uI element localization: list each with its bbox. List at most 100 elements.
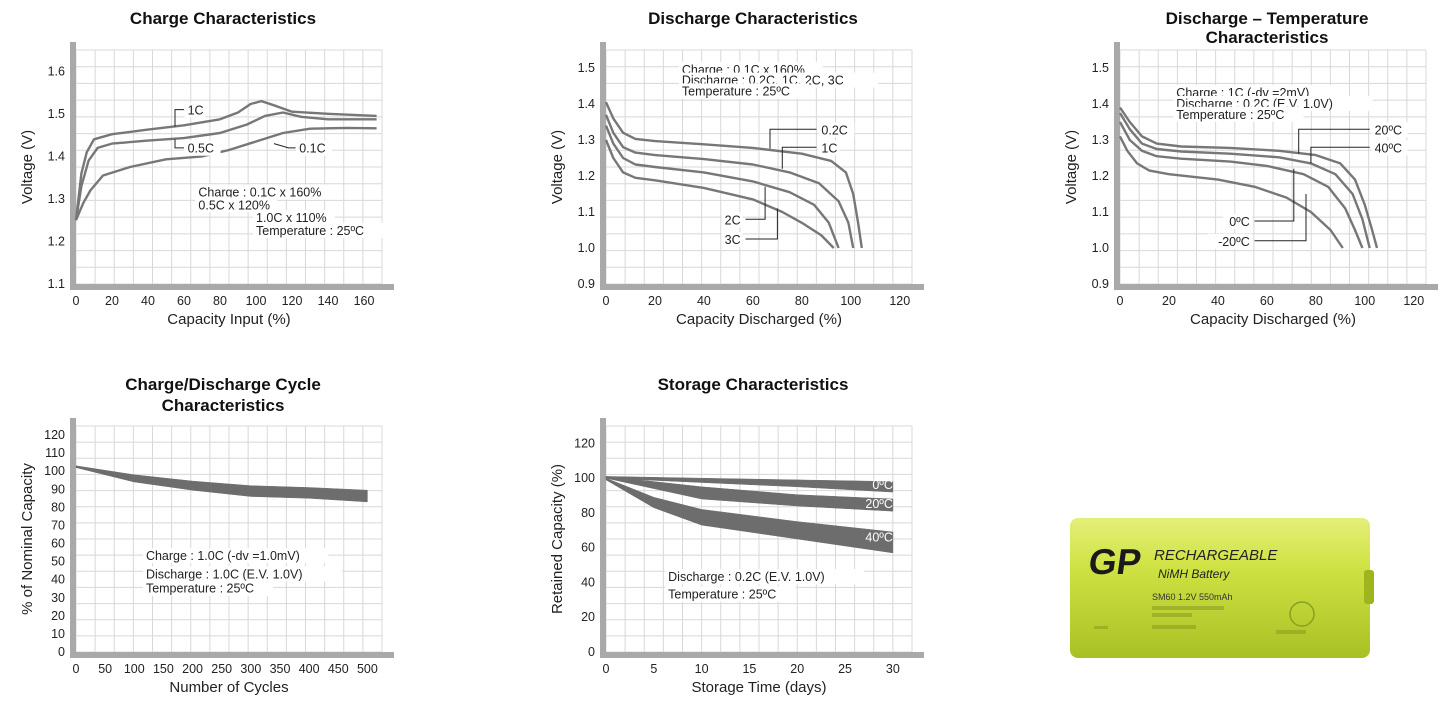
- note-background: [665, 569, 865, 585]
- x-tick-label: 10: [695, 662, 709, 676]
- x-tick-label: 50: [98, 662, 112, 676]
- note-background: [253, 210, 335, 226]
- battery-logo: GP: [1086, 541, 1144, 582]
- label-background: [818, 122, 855, 138]
- x-tick-label: 30: [886, 662, 900, 676]
- series-line: [74, 111, 377, 221]
- x-tick-label: 100: [840, 294, 861, 308]
- battery-product-image: GP RECHARGEABLE NiMH Battery SM60 1.2V 5…: [1070, 518, 1374, 658]
- curve-label: 0ºC: [872, 478, 893, 492]
- x-axis-label: Storage Time (days): [691, 679, 826, 696]
- chart-title: Discharge – Temperature: [1166, 9, 1369, 28]
- x-tick-label: 20: [648, 294, 662, 308]
- x-tick-label: 160: [354, 294, 375, 308]
- x-tick-label: 20: [790, 662, 804, 676]
- x-tick-label: 0: [603, 662, 610, 676]
- x-tick-label: 80: [1309, 294, 1323, 308]
- label-background: [296, 140, 333, 156]
- y-tick-label: 1.0: [1092, 241, 1109, 255]
- x-axis-label: Number of Cycles: [169, 679, 288, 696]
- x-axis-label: Capacity Discharged (%): [676, 311, 842, 328]
- curve-label: 0ºC: [1229, 215, 1250, 229]
- x-tick-label: 25: [838, 662, 852, 676]
- x-tick-label: 500: [357, 662, 378, 676]
- battery-fineprint: [1152, 625, 1196, 629]
- note-background: [142, 548, 329, 564]
- y-tick-label: 60: [51, 537, 65, 551]
- y-tick-label: 20: [581, 610, 595, 624]
- series-group: [605, 476, 894, 554]
- y-tick-label: 1.0: [578, 241, 595, 255]
- battery-recycle-mark: [1289, 601, 1315, 627]
- chart-note: Temperature : 25ºC: [682, 84, 790, 98]
- x-tick-label: 60: [177, 294, 191, 308]
- y-tick-label: 50: [51, 555, 65, 569]
- y-tick-label: 1.1: [1092, 205, 1109, 219]
- series-group: [1118, 106, 1379, 249]
- chart-note: 0.5C x 120%: [198, 198, 270, 212]
- x-tick-label: 350: [270, 662, 291, 676]
- y-tick-label: 10: [51, 627, 65, 641]
- x-tick-label: 40: [1211, 294, 1225, 308]
- x-tick-label: 100: [246, 294, 267, 308]
- series-group: [74, 99, 377, 221]
- series-line: [604, 101, 863, 249]
- x-axis-bar: [600, 652, 924, 658]
- chart-note: Discharge : 0.2C (E.V. 1.0V): [668, 570, 825, 584]
- x-tick-label: 20: [1162, 294, 1176, 308]
- x-tick-label: 120: [1403, 294, 1424, 308]
- y-tick-label: 1.2: [1092, 169, 1109, 183]
- x-axis-bar: [70, 652, 394, 658]
- note-background: [195, 184, 340, 200]
- label-leader-line: [174, 109, 184, 127]
- y-tick-label: 1.2: [578, 169, 595, 183]
- y-tick-label: 120: [44, 428, 65, 442]
- y-axis-bar: [1114, 42, 1120, 290]
- x-tick-label: 0: [73, 662, 80, 676]
- y-axis-label: % of Nominal Capacity: [19, 463, 36, 615]
- series-line: [1118, 135, 1344, 249]
- curve-label: 20ºC: [865, 497, 893, 511]
- x-tick-label: 60: [1260, 294, 1274, 308]
- label-leader-line: [745, 208, 778, 240]
- y-tick-label: 100: [574, 471, 595, 485]
- x-tick-label: 40: [141, 294, 155, 308]
- battery-brand-line1: RECHARGEABLE: [1154, 547, 1278, 564]
- x-axis-label: Capacity Discharged (%): [1190, 311, 1356, 328]
- series-line: [1118, 121, 1364, 249]
- x-tick-label: 250: [211, 662, 232, 676]
- x-tick-label: 0: [603, 294, 610, 308]
- y-tick-label: 1.3: [578, 133, 595, 147]
- series-line: [74, 99, 377, 221]
- battery-model: SM60 1.2V 550mAh: [1152, 592, 1233, 602]
- discharge-characteristics-chart: 0 20 40 60 80 100 120 0.9 1.0 1.1 1.2 1.3 1.4 1.5 Disc…: [520, 0, 940, 340]
- y-axis-label: Retained Capacity (%): [549, 464, 566, 614]
- curve-label: 0.5C: [188, 142, 214, 156]
- label-background: [184, 102, 206, 118]
- note-background: [678, 83, 810, 99]
- storage-characteristics-chart: 0 5 10 15 20 25 30 0 20 40 60 80 100 120 Storage Chara…: [520, 360, 940, 701]
- label-background: [1208, 233, 1252, 249]
- grid-group: [75, 49, 383, 285]
- x-tick-label: 200: [182, 662, 203, 676]
- x-tick-label: 450: [328, 662, 349, 676]
- x-tick-label: 15: [742, 662, 756, 676]
- x-axis-bar: [70, 284, 394, 290]
- series-line: [1119, 106, 1379, 249]
- x-tick-label: 100: [124, 662, 145, 676]
- x-axis-bar: [1114, 284, 1438, 290]
- x-tick-label: 150: [153, 662, 174, 676]
- grid-group: [75, 425, 383, 653]
- y-tick-label: 60: [581, 541, 595, 555]
- chart-note: Temperature : 25ºC: [668, 588, 776, 602]
- curve-label: 0.1C: [299, 142, 325, 156]
- y-tick-label: 1.4: [48, 149, 65, 163]
- chart-note: Charge : 0.1C x 160%: [198, 186, 321, 200]
- label-leader-line: [1310, 146, 1370, 164]
- series-line: [604, 125, 840, 249]
- note-background: [253, 222, 384, 238]
- y-tick-label: 20: [51, 609, 65, 623]
- y-tick-label: 0: [588, 645, 595, 659]
- battery-terminal: [1364, 570, 1374, 604]
- x-tick-label: 300: [240, 662, 261, 676]
